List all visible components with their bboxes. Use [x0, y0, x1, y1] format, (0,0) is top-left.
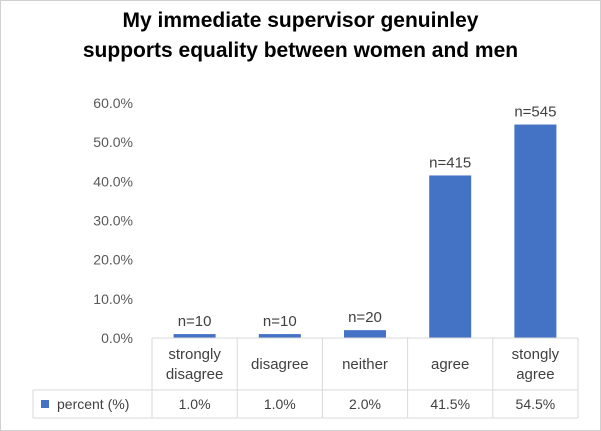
- data-label: n=20: [348, 309, 382, 326]
- category-label: strongly: [168, 346, 221, 363]
- category-label: agree: [431, 356, 469, 373]
- category-label: neither: [342, 356, 388, 373]
- category-label: disagree: [251, 356, 309, 373]
- bar: [514, 124, 557, 339]
- category-label: stongly: [512, 346, 560, 363]
- chart-title-line-1: My immediate supervisor genuinley: [122, 9, 479, 32]
- data-label: n=10: [178, 313, 212, 330]
- y-tick-label: 30.0%: [93, 213, 133, 229]
- y-tick-label: 50.0%: [93, 134, 133, 150]
- y-tick-label: 10.0%: [93, 291, 133, 307]
- table-value: 1.0%: [264, 396, 296, 412]
- table-value: 54.5%: [516, 396, 556, 412]
- y-tick-label: 20.0%: [93, 252, 133, 268]
- category-label: disagree: [166, 366, 224, 383]
- y-tick-label: 40.0%: [93, 173, 133, 189]
- bar: [344, 330, 386, 338]
- legend-key: [41, 400, 49, 408]
- chart-title: My immediate supervisor genuinley suppor…: [0, 6, 601, 66]
- y-tick-label: 0.0%: [101, 330, 133, 346]
- bar: [173, 334, 216, 338]
- series-name: percent (%): [57, 396, 129, 412]
- bar: [258, 334, 301, 338]
- table-value: 1.0%: [179, 396, 211, 412]
- table-value: 2.0%: [349, 396, 381, 412]
- category-label: agree: [516, 366, 554, 383]
- data-label: n=415: [429, 154, 471, 171]
- bar: [429, 175, 472, 338]
- table-value: 41.5%: [430, 396, 470, 412]
- data-label: n=10: [263, 313, 297, 330]
- y-tick-label: 60.0%: [93, 95, 133, 111]
- chart-title-line-2: supports equality between women and men: [82, 39, 519, 62]
- data-label: n=545: [514, 104, 556, 121]
